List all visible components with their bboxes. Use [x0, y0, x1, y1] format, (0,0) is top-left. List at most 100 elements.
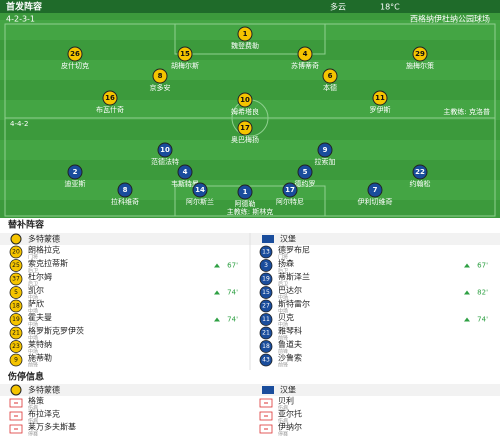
sub-name: 鲁道夫	[278, 339, 302, 349]
sub-name: 萨欣	[28, 299, 44, 309]
sub-position: 前锋	[278, 335, 288, 342]
player-name: 范德法特	[151, 157, 179, 166]
sub-position: 中场	[28, 294, 38, 301]
player-number: 1	[243, 30, 248, 38]
player-badge	[317, 142, 333, 158]
player-badge	[102, 90, 118, 106]
player-number: 15	[180, 50, 190, 58]
injury-name: 伊纳尔	[278, 422, 302, 432]
player-badge	[412, 46, 428, 62]
player-badge	[177, 164, 193, 180]
sub-name: 格罗斯克罗伊茨	[28, 326, 84, 336]
player-badge	[282, 182, 298, 198]
home-formation[interactable]: 4-2-3-1	[6, 15, 35, 24]
away-badge	[262, 386, 274, 394]
sub-in-icon	[464, 317, 470, 322]
sub-number: 20	[12, 249, 20, 256]
sub-number: 9	[14, 357, 18, 364]
sub-name: 沙鲁索	[278, 353, 302, 363]
home-badge	[10, 233, 22, 245]
player-badge	[322, 68, 338, 84]
sub-name: 扬森	[278, 258, 294, 268]
sub-name: 雅琴科	[278, 326, 302, 336]
sub-minute: 82'	[477, 289, 488, 297]
player-name: 拉科维奇	[111, 197, 139, 206]
player-badge	[157, 142, 173, 158]
sub-number: 15	[262, 289, 270, 296]
sub-name: 贝克	[278, 313, 294, 322]
sub-badge	[9, 245, 23, 259]
sub-badge	[9, 286, 23, 299]
sub-number: 3	[264, 262, 268, 269]
player-number: 8	[123, 186, 128, 194]
home-team: 多特蒙德	[28, 385, 60, 395]
player-name: 阿尔特尼	[276, 197, 304, 206]
sub-name: 巴达尔	[278, 285, 302, 295]
player-name: 德约罗	[295, 179, 316, 188]
sub-position: 后卫	[28, 267, 38, 274]
player-badge	[67, 164, 83, 180]
player-number: 6	[328, 72, 333, 80]
sub-badge	[9, 272, 23, 286]
sub-minute: 67'	[227, 262, 238, 270]
player-number: 1	[243, 188, 248, 196]
player-badge	[152, 68, 168, 84]
sub-name: 杜尔姆	[28, 272, 52, 282]
sub-position: 后卫	[28, 281, 38, 288]
player-number: 17	[240, 124, 250, 132]
sub-number: 21	[262, 330, 270, 337]
injury-name: 格策	[28, 396, 44, 406]
sub-badge	[259, 272, 273, 286]
sub-in-icon	[464, 263, 470, 268]
player-badge	[412, 164, 428, 180]
sub-name: 斯特雷尔	[278, 299, 310, 309]
injury-status: 伤病	[28, 405, 38, 412]
injury-status: 停赛	[28, 431, 38, 438]
sub-number: 13	[262, 249, 270, 256]
player-badge	[237, 92, 253, 108]
sub-position: 门将	[28, 254, 38, 261]
sub-in-icon	[214, 290, 220, 295]
sub-position: 中场	[278, 294, 288, 301]
sub-badge	[259, 326, 273, 340]
pitch-lines	[4, 23, 496, 217]
player-number: 10	[160, 146, 170, 154]
sub-number: 21	[12, 330, 20, 337]
player-badge	[297, 46, 313, 62]
away-team: 汉堡	[280, 234, 296, 244]
player-number: 5	[303, 168, 308, 176]
player-number: 16	[105, 94, 115, 102]
sub-name: 莱特纳	[28, 339, 52, 349]
player-badge	[237, 26, 253, 42]
sub-badge	[259, 259, 273, 272]
away-badge	[262, 235, 274, 243]
player-number: 17	[285, 186, 295, 194]
sub-minute: 74'	[227, 289, 238, 297]
injury-name: 亚尔托	[278, 409, 302, 419]
player-number: 29	[415, 50, 425, 58]
sub-number: 18	[12, 303, 20, 310]
sub-name: 施蒂勒	[28, 353, 52, 363]
sub-number: 11	[262, 316, 270, 323]
injuries-title: 伤停信息	[7, 371, 44, 383]
player-badge	[372, 90, 388, 106]
player-name: 姆希塔良	[231, 107, 259, 116]
player-number: 7	[373, 186, 378, 194]
injury-status: 伤病	[278, 405, 288, 412]
injury-name: 布拉泽克	[28, 409, 60, 419]
away-team: 汉堡	[280, 385, 296, 395]
player-name: 皮什切克	[61, 61, 89, 70]
injury-status: 伤病	[28, 418, 38, 425]
sub-in-icon	[464, 290, 470, 295]
injury-status: 伤病	[278, 418, 288, 425]
player-name: 韦斯特曼	[171, 179, 199, 188]
weather: 多云	[330, 2, 346, 12]
sub-name: 朗格拉克	[28, 245, 60, 255]
away-coach: 主教练: 斯林克	[227, 207, 274, 216]
sub-number: 19	[12, 316, 20, 323]
player-badge	[177, 46, 193, 62]
sub-name: 蒂斯泽兰	[278, 272, 310, 282]
sub-badge	[9, 353, 23, 367]
player-number: 9	[323, 146, 328, 154]
sub-minute: 67'	[477, 262, 488, 270]
